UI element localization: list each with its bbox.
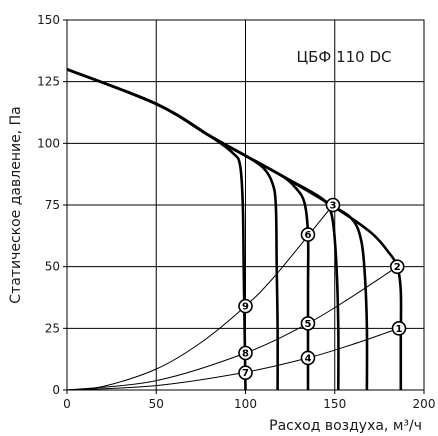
marker-label: 7 — [242, 368, 249, 379]
marker-circle — [238, 365, 253, 381]
y-tick-label: 100 — [37, 136, 60, 150]
y-axis-ticks: 0 25 50 75 100 125 150 — [37, 13, 67, 397]
marker-6: 6 — [300, 227, 316, 242]
marker-circle — [300, 227, 316, 242]
x-tick-label: 100 — [234, 397, 257, 411]
marker-9: 9 — [238, 298, 253, 314]
x-axis-ticks: 0 50 100 150 200 — [63, 390, 435, 411]
fan-curves — [66, 68, 403, 391]
marker-circle — [300, 316, 316, 331]
marker-circle — [300, 350, 316, 366]
marker-label: 9 — [242, 302, 249, 313]
y-tick-label: 150 — [37, 13, 60, 27]
marker-2: 2 — [389, 259, 405, 274]
y-tick-label: 0 — [52, 383, 60, 397]
marker-circle — [238, 298, 253, 314]
marker-3: 3 — [325, 197, 341, 213]
x-tick-label: 200 — [413, 397, 436, 411]
marker-circle — [238, 345, 253, 361]
y-tick-label: 25 — [45, 321, 60, 335]
x-tick-label: 150 — [323, 397, 346, 411]
fan-curve — [66, 68, 369, 391]
marker-1: 1 — [391, 321, 407, 336]
x-tick-label: 0 — [63, 397, 71, 411]
marker-circle — [389, 259, 405, 274]
system-curve — [66, 327, 400, 391]
y-tick-label: 50 — [45, 260, 60, 274]
marker-label: 2 — [394, 262, 401, 273]
system-curve — [66, 266, 398, 391]
marker-label: 3 — [329, 201, 336, 212]
chart-title: ЦБФ 110 DC — [296, 48, 391, 66]
marker-8: 8 — [238, 345, 253, 361]
y-tick-label: 75 — [45, 198, 60, 212]
fan-curve — [66, 68, 403, 390]
y-axis-title: Статическое давление, Па — [8, 106, 24, 303]
y-tick-label: 125 — [37, 75, 60, 89]
marker-label: 5 — [304, 319, 311, 330]
x-tick-label: 50 — [149, 397, 164, 411]
marker-label: 6 — [304, 230, 311, 241]
system-curves — [66, 204, 400, 391]
marker-7: 7 — [238, 365, 253, 381]
marker-label: 4 — [304, 353, 311, 364]
marker-label: 8 — [242, 349, 249, 360]
marker-4: 4 — [300, 350, 316, 366]
x-axis-title: Расход воздуха, м³/ч — [269, 418, 422, 434]
marker-circle — [391, 321, 407, 336]
markers: 1 2 3 4 5 6 7 8 9 — [238, 197, 407, 381]
marker-5: 5 — [300, 316, 316, 331]
marker-circle — [325, 197, 341, 213]
marker-label: 1 — [396, 324, 403, 335]
system-curve — [66, 204, 334, 391]
